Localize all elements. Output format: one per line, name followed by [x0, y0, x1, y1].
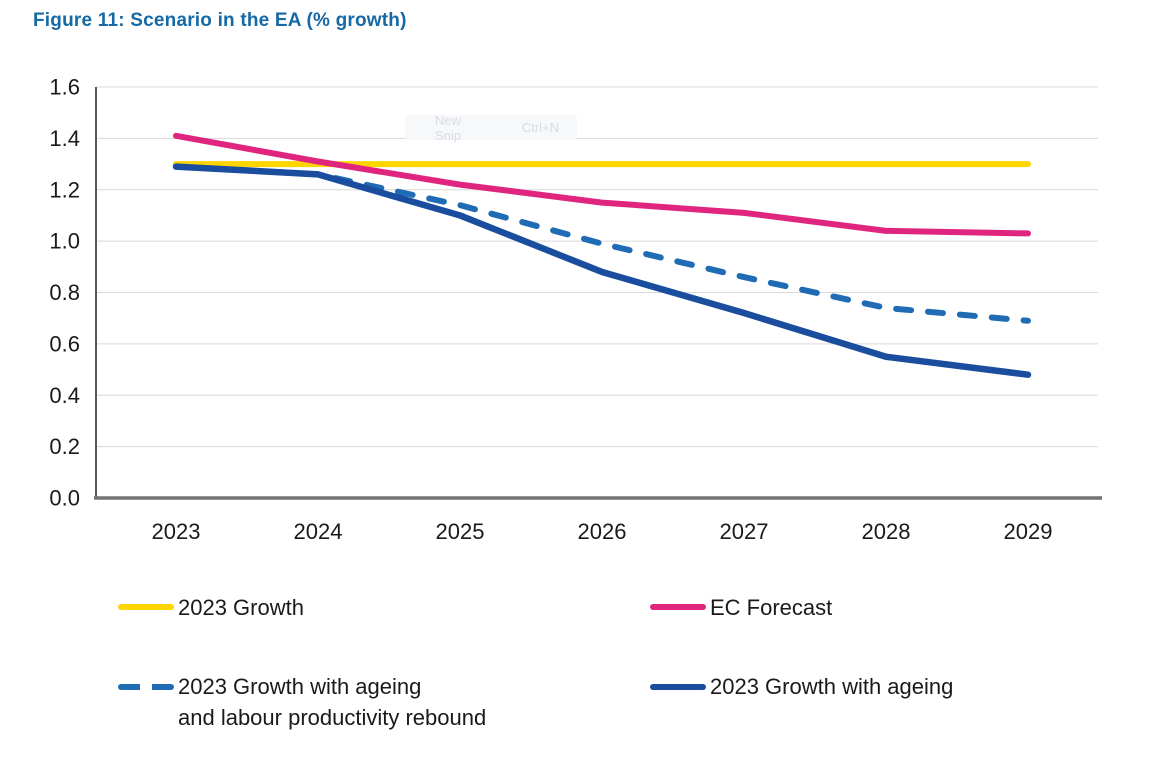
x-axis-tick-label: 2028 — [862, 519, 911, 544]
legend-swatch-dashed-blue-line — [118, 684, 174, 690]
legend-swatch-yellow-line — [118, 604, 174, 610]
y-axis-tick-label: 1.4 — [49, 126, 80, 151]
legend-item-ageing-productivity-rebound: 2023 Growth with ageing and labour produ… — [118, 671, 486, 733]
figure-title: Figure 11: Scenario in the EA (% growth) — [33, 10, 407, 31]
y-axis-tick-label: 0.6 — [49, 331, 80, 356]
y-axis-tick-label: 1.2 — [49, 177, 80, 202]
x-axis-tick-label: 2024 — [294, 519, 343, 544]
legend-swatch-navy-line — [650, 683, 706, 690]
legend-item-growth-with-ageing: 2023 Growth with ageing — [650, 671, 953, 702]
snip-tooltip-shortcut: Ctrl+N — [521, 120, 559, 135]
snip-tooltip-artifact: New Snip Ctrl+N — [405, 112, 577, 143]
y-axis-tick-label: 1.0 — [49, 229, 80, 254]
y-axis-tick-label: 0.2 — [49, 434, 80, 459]
x-axis-tick-label: 2023 — [152, 519, 201, 544]
line-chart: 0.0 0.2 0.4 0.6 0.8 1.0 1.2 1.4 1.6 2023 2024 2025 2… — [49, 75, 1102, 544]
x-axis-tick-label: 2027 — [720, 519, 769, 544]
x-axis-tick-label: 2025 — [436, 519, 485, 544]
y-axis-tick-label: 0.8 — [49, 280, 80, 305]
legend-swatch-pink-line — [650, 604, 706, 610]
series-line-1 — [173, 132, 1031, 237]
legend-label: EC Forecast — [710, 594, 833, 620]
y-axis-tick-label: 0.4 — [49, 383, 80, 408]
legend-label: 2023 Growth with ageing and labour produ… — [178, 674, 487, 730]
series-line-3 — [172, 163, 1032, 378]
legend-item-2023-growth: 2023 Growth — [118, 594, 304, 620]
snip-tooltip-label: New Snip — [435, 112, 462, 143]
legend-label: 2023 Growth — [178, 594, 304, 620]
x-axis-tick-label: 2029 — [1004, 519, 1053, 544]
legend-item-ec-forecast: EC Forecast — [650, 594, 832, 620]
legend-label: 2023 Growth with ageing — [710, 674, 954, 699]
y-axis-tick-label: 1.6 — [49, 75, 80, 100]
x-axis-tick-label: 2026 — [578, 519, 627, 544]
y-axis-tick-label: 0.0 — [49, 486, 80, 511]
